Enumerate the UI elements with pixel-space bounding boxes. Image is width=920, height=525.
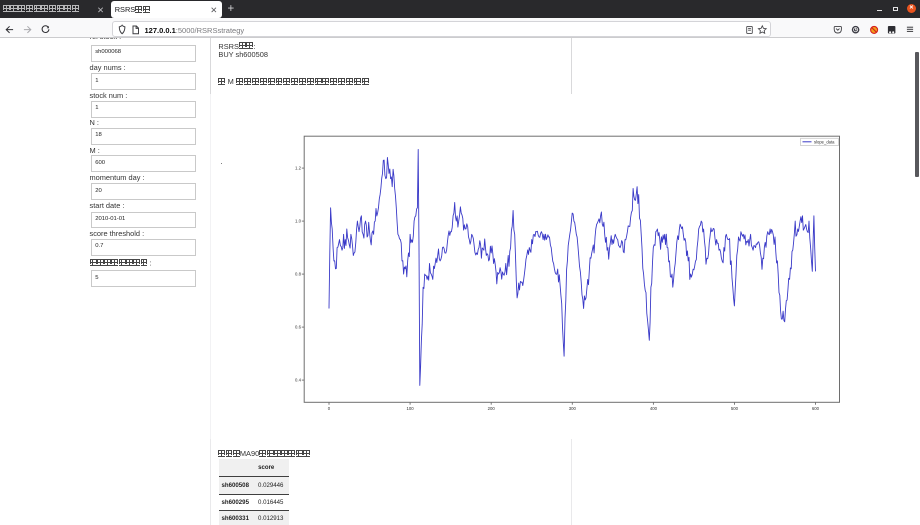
svg-text:0.6: 0.6 (295, 325, 302, 330)
svg-text:600: 600 (812, 406, 820, 411)
svg-text:0: 0 (328, 406, 331, 411)
svg-text:300: 300 (569, 406, 577, 411)
svg-text:slope_data: slope_data (814, 140, 835, 145)
svg-text:100: 100 (407, 406, 415, 411)
svg-text:0.4: 0.4 (295, 378, 302, 383)
svg-text:0.8: 0.8 (295, 272, 302, 277)
svg-text:1.0: 1.0 (295, 219, 302, 224)
svg-text:400: 400 (650, 406, 658, 411)
svg-text:500: 500 (731, 406, 739, 411)
svg-text:200: 200 (488, 406, 496, 411)
svg-text:1.2: 1.2 (295, 166, 302, 171)
